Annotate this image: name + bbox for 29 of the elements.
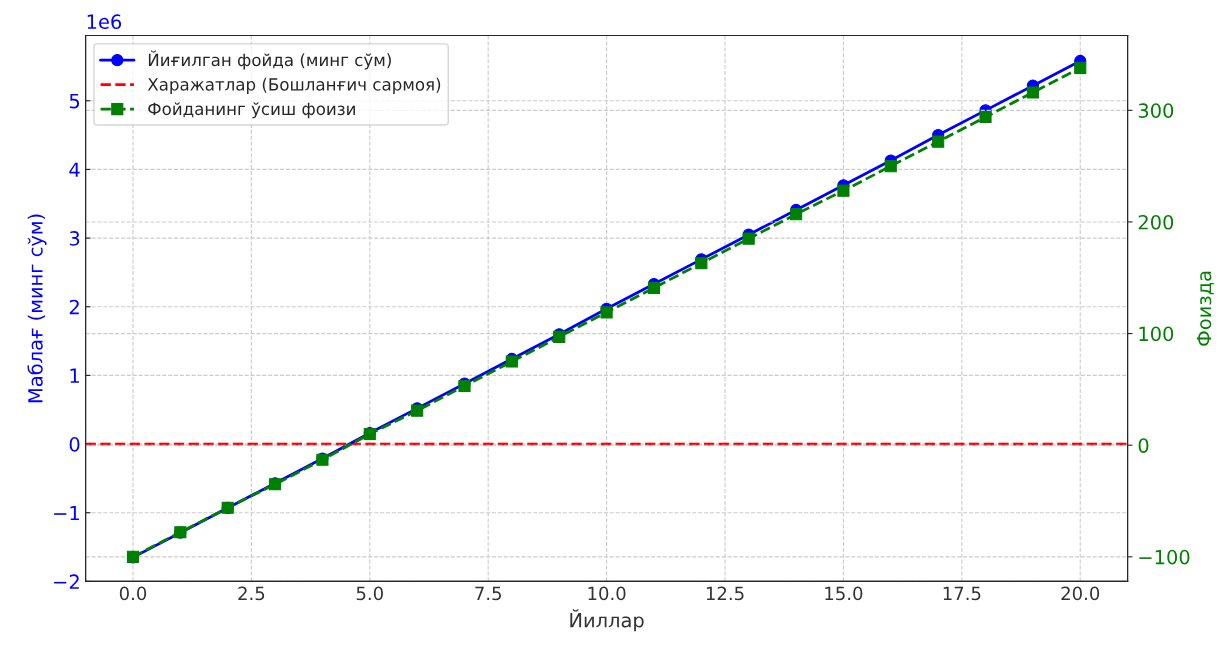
y-tick-label: 2 (69, 299, 79, 315)
y-tick-label: 3 (69, 231, 80, 246)
x-tick-label: 15.0 (825, 586, 863, 601)
x-tick-label: 10.0 (588, 586, 626, 601)
y2-tick-label: −100 (1139, 549, 1190, 565)
y2-tick-label: 300 (1138, 103, 1174, 118)
x-tick-label: 7.5 (475, 586, 501, 601)
legend-label: Фойданинг ўсиш фоизи (148, 102, 355, 119)
x-tick-label: 5.0 (356, 586, 383, 601)
legend-label: Харажатлар (Бошланғич сармоя) (147, 77, 441, 94)
text: 1e6 (87, 14, 122, 30)
y2-tick-label: 0 (1138, 438, 1149, 453)
x-axis-title: Йиллар (570, 609, 644, 632)
x-tick-label: 17.5 (943, 586, 981, 601)
y-tick-label: 1 (70, 368, 79, 383)
x-tick-label: 20.0 (1061, 586, 1100, 601)
legend-label: Йиғилган фойда (минг сўм) (148, 50, 391, 70)
y2-tick-label: 100 (1139, 326, 1174, 342)
y-tick-label: 5 (69, 93, 80, 109)
y2-axis-title: Фоизда (1196, 271, 1214, 346)
x-tick-label: 12.5 (706, 586, 744, 601)
y-axis-title: Маблағ (минг сўм) (27, 214, 47, 403)
y2-tick-label: 200 (1138, 214, 1174, 230)
x-tick-label: 2.5 (238, 586, 265, 601)
y-tick-label: −1 (54, 505, 79, 521)
y-tick-label: −2 (54, 574, 79, 589)
x-tick-label: 0.0 (119, 586, 147, 601)
y-tick-label: 0 (69, 437, 80, 452)
y-tick-label: 4 (69, 162, 80, 177)
